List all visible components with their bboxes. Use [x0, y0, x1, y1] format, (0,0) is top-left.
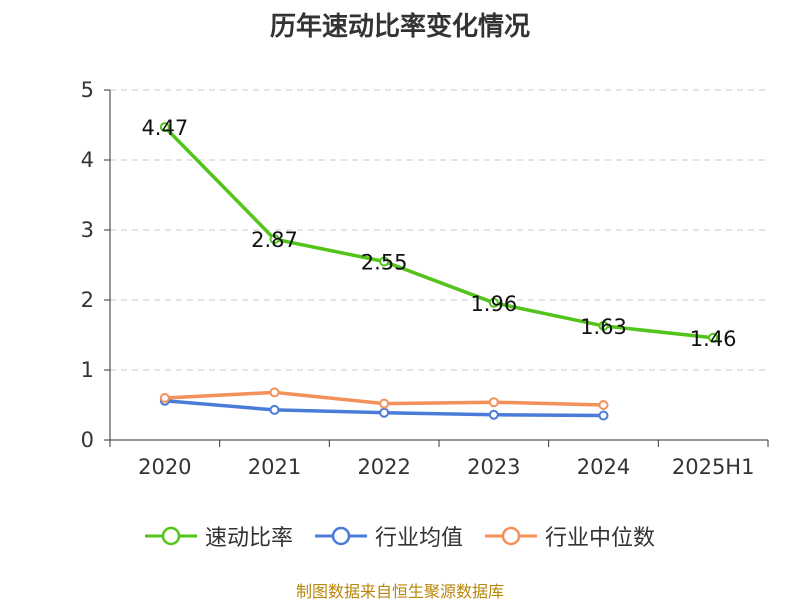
data-point: [269, 404, 280, 415]
data-point: [159, 393, 170, 403]
data-label: 4.47: [141, 116, 188, 140]
data-point: [708, 332, 719, 343]
data-point: [379, 256, 390, 267]
data-point: [269, 387, 280, 398]
x-tick-label: 2022: [357, 455, 410, 479]
series-line-0: [163, 125, 714, 340]
legend-item-industry-median[interactable]: 行业中位数: [485, 520, 655, 552]
data-point: [488, 297, 499, 308]
data-point: [488, 397, 499, 408]
data-label: 1.96: [470, 292, 517, 316]
x-tick-label: 2025H1: [672, 455, 755, 479]
chart-legend: 速动比率 行业均值 行业中位数: [0, 520, 800, 552]
data-point: [598, 320, 609, 331]
y-tick-label: 2: [81, 288, 94, 312]
x-tick-label: 2023: [467, 455, 520, 479]
legend-item-quick-ratio[interactable]: 速动比率: [144, 520, 293, 552]
legend-item-industry-mean[interactable]: 行业均值: [314, 520, 463, 552]
data-label: 1.46: [690, 327, 737, 351]
data-label: 1.63: [580, 315, 627, 339]
data-point: [598, 400, 609, 410]
source-note: 制图数据来自恒生聚源数据库: [295, 582, 504, 601]
y-tick-label: 0: [81, 428, 94, 452]
legend-marker-industry-mean: [314, 526, 367, 546]
legend-marker-industry-median: [485, 526, 537, 546]
x-tick-label: 2024: [577, 455, 630, 479]
data-label: 2.87: [251, 228, 298, 252]
data-point: [598, 410, 609, 421]
data-point: [379, 398, 390, 409]
y-tick-label: 4: [81, 148, 94, 172]
legend-label-quick-ratio: 速动比率: [204, 526, 293, 551]
legend-label-industry-mean: 行业均值: [374, 526, 463, 551]
x-tick-label: 2021: [248, 455, 301, 479]
legend-marker-quick-ratio: [144, 526, 197, 546]
data-point: [488, 409, 499, 420]
legend-label-industry-median: 行业中位数: [545, 526, 656, 551]
y-tick-label: 5: [81, 78, 94, 102]
data-point: [379, 407, 390, 418]
chart-title: 历年速动比率变化情况: [269, 12, 530, 42]
y-tick-label: 1: [81, 358, 94, 382]
data-point: [159, 122, 170, 133]
y-tick-label: 3: [81, 218, 94, 242]
x-tick-label: 2020: [138, 455, 191, 479]
data-label: 2.55: [361, 251, 408, 275]
data-point: [269, 234, 280, 245]
